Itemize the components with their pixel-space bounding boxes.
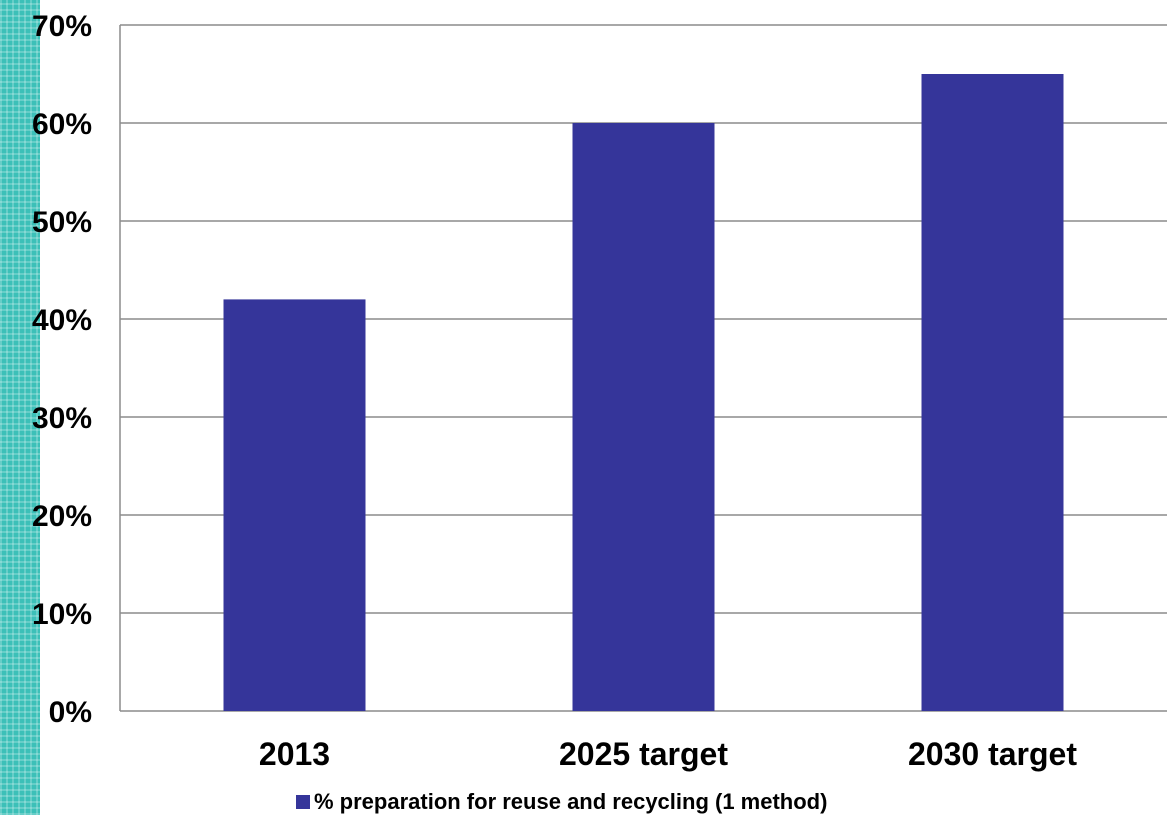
y-tick-label: 40% xyxy=(32,304,92,337)
bars xyxy=(223,74,1064,711)
x-tick-labels: 2013 2025 target 2030 target xyxy=(259,736,1077,772)
bar xyxy=(223,299,366,711)
x-tick-label: 2030 target xyxy=(908,736,1077,772)
bar-chart: 0%10%20%30%40%50%60%70% 2013 2025 target 2… xyxy=(32,10,1167,772)
legend-label: % preparation for reuse and recycling (1… xyxy=(314,789,828,814)
legend: % preparation for reuse and recycling (1… xyxy=(296,789,827,815)
x-tick-label: 2013 xyxy=(259,736,330,772)
y-tick-label: 10% xyxy=(32,598,92,631)
side-decoration-strip xyxy=(0,0,40,815)
x-tick-label: 2025 target xyxy=(559,736,728,772)
y-tick-label: 60% xyxy=(32,108,92,141)
bar xyxy=(572,123,715,711)
y-tick-label: 30% xyxy=(32,402,92,435)
y-tick-labels: 0% 10% 20% 30% 40% 50% 60% 70% xyxy=(32,10,92,729)
bar xyxy=(921,74,1064,711)
y-tick-label: 0% xyxy=(49,696,92,729)
y-tick-label: 20% xyxy=(32,500,92,533)
y-tick-label: 50% xyxy=(32,206,92,239)
y-tick-label: 70% xyxy=(32,10,92,43)
legend-swatch xyxy=(296,795,310,809)
